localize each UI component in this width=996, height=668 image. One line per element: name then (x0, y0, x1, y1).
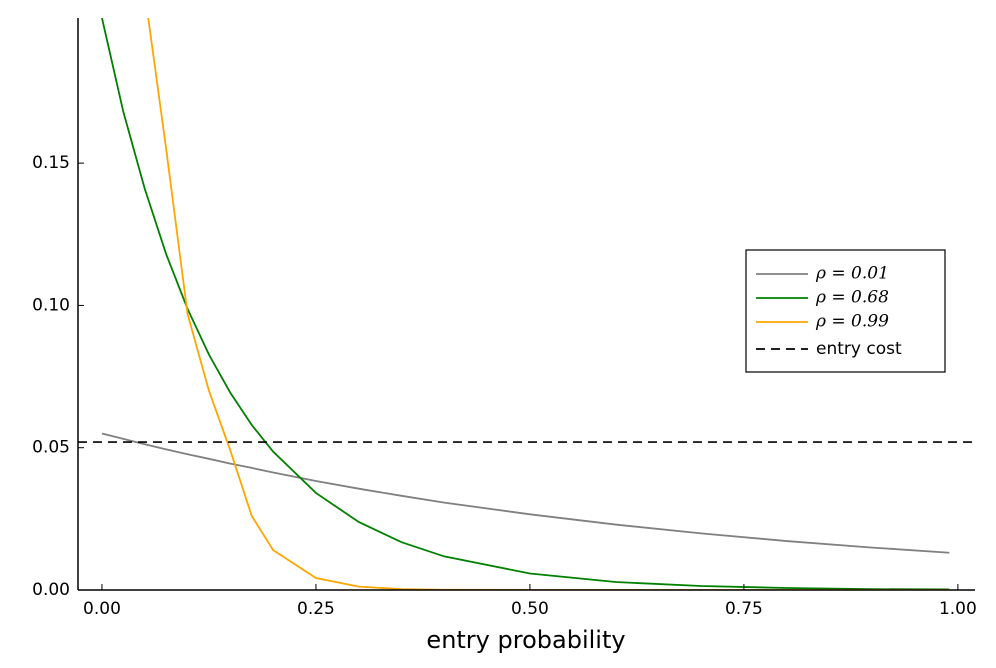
legend-box (745, 249, 946, 373)
legend-label: ρ = 0.68 (815, 288, 889, 308)
legend-label: entry cost (816, 339, 902, 359)
x-axis-label: entry probability (426, 626, 625, 654)
y-tick-label: 0.05 (32, 438, 70, 458)
plot-area (78, 18, 975, 590)
y-tick-label: 0.10 (32, 295, 70, 315)
y-tick-label: 0.00 (32, 580, 70, 600)
line-series (147, 18, 950, 590)
x-tick-label: 0.50 (511, 599, 549, 619)
line-series (101, 432, 950, 554)
x-tick-label: 0.75 (725, 599, 763, 619)
legend-label: ρ = 0.01 (815, 264, 889, 284)
legend: ρ = 0.01 ρ = 0.68 ρ = 0.99 entry cost (745, 249, 946, 373)
line-series (101, 18, 950, 590)
x-tick-label: 0.00 (83, 599, 121, 619)
y-tick-label: 0.15 (32, 153, 70, 173)
legend-label: ρ = 0.99 (815, 312, 889, 332)
x-tick-label: 1.00 (939, 599, 977, 619)
x-tick-label: 0.25 (297, 599, 335, 619)
